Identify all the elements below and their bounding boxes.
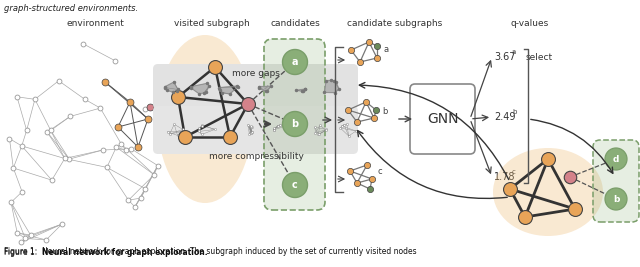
Ellipse shape	[605, 188, 627, 210]
Text: candidate subgraphs: candidate subgraphs	[348, 19, 443, 28]
Text: c: c	[512, 169, 516, 175]
Text: b: b	[613, 194, 619, 203]
Text: Neural network for graph exploration.: Neural network for graph exploration.	[42, 248, 207, 257]
Text: more gaps: more gaps	[232, 69, 280, 78]
Text: d: d	[613, 155, 619, 163]
Text: b: b	[291, 119, 299, 129]
Polygon shape	[218, 86, 237, 94]
Ellipse shape	[157, 35, 253, 203]
Text: q-values: q-values	[511, 19, 549, 28]
Ellipse shape	[282, 112, 307, 136]
Polygon shape	[324, 80, 339, 93]
Polygon shape	[165, 82, 178, 92]
Ellipse shape	[493, 148, 603, 236]
Text: Figure 1:  Neural network for graph exploration. The subgraph induced by the set: Figure 1: Neural network for graph explo…	[4, 247, 417, 256]
FancyBboxPatch shape	[410, 84, 475, 154]
Text: GNN: GNN	[427, 112, 458, 126]
FancyBboxPatch shape	[153, 64, 358, 109]
Text: a: a	[512, 49, 516, 55]
Text: 3.67: 3.67	[494, 52, 515, 62]
Text: c: c	[378, 167, 383, 175]
Polygon shape	[191, 83, 209, 94]
Text: 1.78: 1.78	[494, 172, 515, 182]
Text: b: b	[382, 108, 387, 116]
Text: c: c	[292, 180, 298, 190]
Text: 2.49: 2.49	[494, 112, 515, 122]
Text: candidates: candidates	[270, 19, 320, 28]
Text: Figure 1:: Figure 1:	[4, 248, 40, 257]
FancyBboxPatch shape	[153, 106, 358, 154]
Ellipse shape	[605, 148, 627, 170]
FancyBboxPatch shape	[593, 140, 639, 222]
Ellipse shape	[282, 49, 307, 74]
Text: a: a	[292, 57, 298, 67]
Text: environment: environment	[66, 19, 124, 28]
Polygon shape	[259, 86, 271, 91]
Polygon shape	[296, 89, 305, 91]
Text: visited subgraph: visited subgraph	[174, 19, 250, 28]
Text: a: a	[383, 45, 388, 53]
FancyBboxPatch shape	[264, 39, 325, 210]
Text: b: b	[512, 109, 516, 115]
Text: graph-structured environments.: graph-structured environments.	[4, 4, 138, 13]
Text: select: select	[526, 53, 553, 61]
Ellipse shape	[282, 172, 307, 198]
Text: more compressibility: more compressibility	[209, 152, 303, 161]
